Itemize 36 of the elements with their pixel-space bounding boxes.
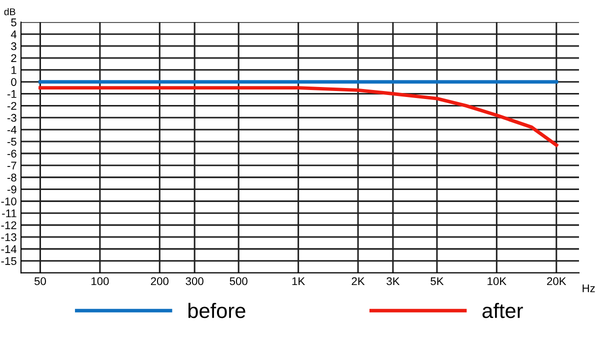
- y-tick-label: -8: [7, 174, 16, 182]
- y-tick-label: -13: [1, 233, 16, 242]
- y-axis-title: dB: [4, 8, 16, 16]
- y-tick-label: -14: [1, 245, 17, 253]
- y-tick-label: -1: [7, 90, 16, 98]
- x-tick-label: 2K: [352, 277, 365, 286]
- y-tick-label: -5: [7, 138, 16, 146]
- x-tick-label: 500: [230, 277, 248, 286]
- y-tick-label: -12: [1, 221, 16, 230]
- y-tick-label: -2: [7, 102, 16, 110]
- x-tick-label: 3K: [386, 277, 400, 286]
- y-tick-label: -3: [7, 114, 16, 122]
- x-axis-title: Hz: [582, 284, 595, 292]
- y-tick-label: -9: [7, 186, 16, 194]
- x-tick-label: 100: [92, 277, 109, 286]
- x-tick-label: 200: [150, 277, 168, 286]
- x-tick-label: 50: [34, 277, 46, 286]
- x-tick-label: 20K: [547, 277, 566, 286]
- x-tick-label: 300: [186, 277, 204, 286]
- y-tick-label: -10: [1, 197, 16, 206]
- y-tick-label: -6: [7, 150, 16, 158]
- y-tick-label: -11: [2, 210, 16, 218]
- legend-label: after: [482, 302, 523, 318]
- legend-label: before: [188, 302, 246, 318]
- y-tick-label: -15: [1, 257, 16, 265]
- y-tick-label: 2: [11, 54, 16, 62]
- y-tick-label: -4: [7, 126, 17, 134]
- x-tick-label: 10K: [488, 277, 506, 286]
- x-tick-label: 1K: [292, 277, 305, 286]
- x-tick-label: 5K: [430, 277, 444, 286]
- y-tick-label: 4: [10, 30, 17, 38]
- y-tick-label: -7: [7, 162, 16, 170]
- y-tick-label: 1: [12, 66, 16, 74]
- y-tick-label: 3: [11, 42, 16, 50]
- y-tick-label: 5: [11, 18, 16, 26]
- y-tick-label: 0: [11, 78, 16, 86]
